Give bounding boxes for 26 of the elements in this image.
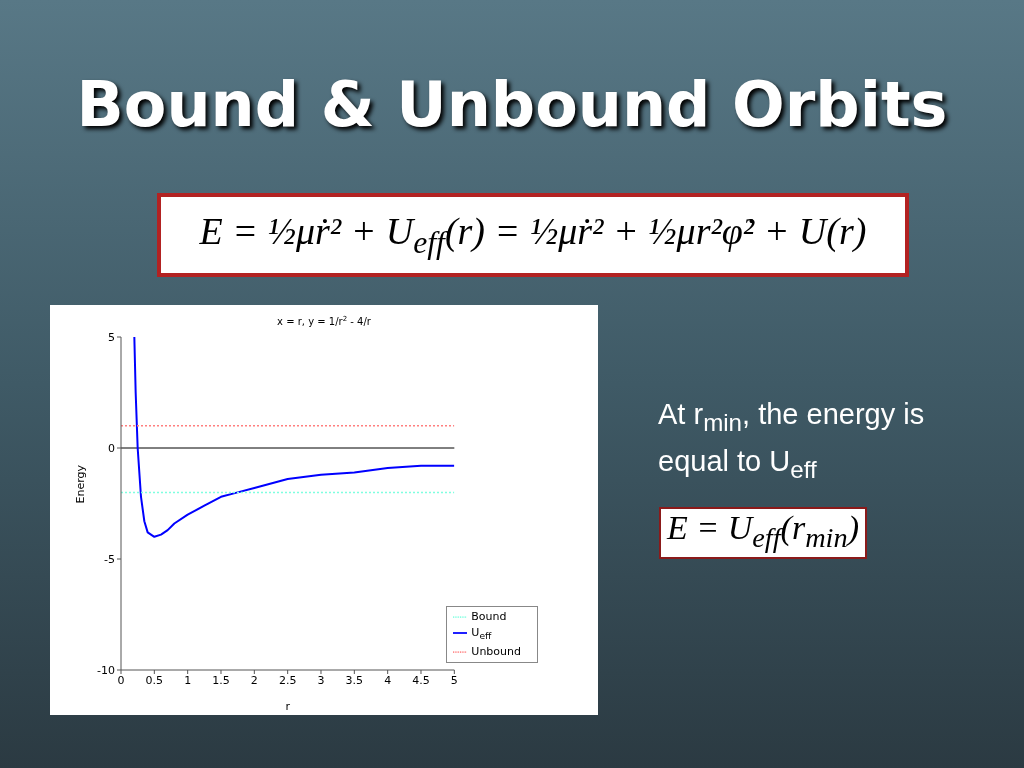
legend-label: Bound (471, 609, 507, 623)
text: At r$_{min}$, the energy is equal to U$_{eff}$ (658, 398, 925, 483)
text: E = U$_{eff}$(r$_{min}$) (667, 509, 859, 553)
x-tick-label: 0 (117, 673, 125, 687)
x-tick-label: 1.5 (212, 673, 230, 687)
x-tick-label: 1 (184, 673, 192, 687)
x-tick-label: 3 (317, 673, 325, 687)
x-tick-label: 5 (450, 673, 458, 687)
x-tick-label: 0.5 (145, 673, 164, 687)
legend-label: Unbound (471, 645, 521, 658)
x-tick-label: 4.5 (412, 673, 430, 687)
x-tick-label: 2 (250, 673, 258, 687)
x-tick-label: 2.5 (278, 673, 297, 687)
chart-subtitle: x = r, y = 1/r$^{2}$ - 4/r (277, 315, 372, 327)
y-tick-label: -10 (97, 663, 115, 677)
y-tick-label: 0 (108, 441, 115, 455)
x-axis-title: r (285, 700, 291, 713)
chart-title: Bound & Unbound Orbits (75, 68, 949, 141)
text: E = ½μṙ² + U$_{eff}$(r) = ½μṙ² + ½μr²φ̇² + U(r) (199, 209, 867, 261)
line-series (133, 337, 455, 538)
y-axis-title: Energy (73, 464, 87, 504)
x-tick-label: 3.5 (345, 673, 364, 687)
legend-label: U$_{eff}$ (471, 625, 492, 641)
y-tick-label: -5 (104, 552, 115, 566)
x-tick-label: 4 (384, 673, 392, 687)
y-tick-label: 5 (108, 330, 115, 344)
